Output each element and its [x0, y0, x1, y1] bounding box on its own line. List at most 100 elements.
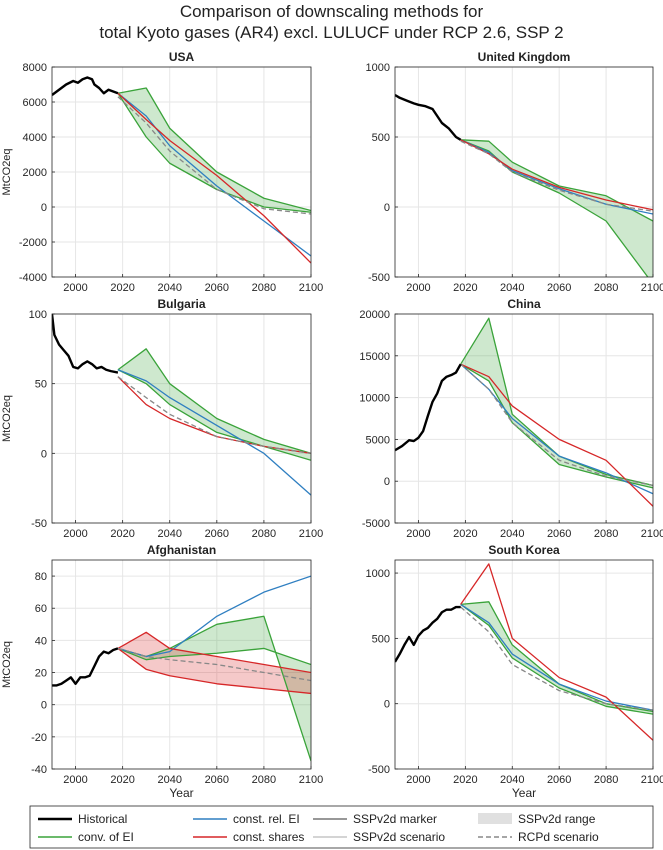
- afghanistan-ylabel: MtCO2eq: [1, 641, 13, 688]
- usa-series-const-rel-ei: [117, 92, 311, 257]
- usa-ytick-label: 2000: [23, 167, 47, 179]
- afghanistan-xtick-label: 2080: [252, 774, 276, 786]
- afghanistan-series-rcpd-scenario: [117, 647, 311, 682]
- afghanistan-ytick-label: 40: [35, 635, 47, 647]
- united-kingdom-series-conv-of-ei: [460, 139, 649, 277]
- united-kingdom-panel: 2000 2020 2040 2060 2080 2100 -500 0 500 1000 Unit…: [366, 50, 663, 294]
- legend-item-historical: Historical: [38, 812, 127, 826]
- bulgaria-plot: [52, 314, 311, 496]
- usa-xtick-label: 2040: [157, 282, 181, 294]
- united-kingdom-ytick-label: 1000: [366, 62, 390, 74]
- legend-item-rcpd-scenario: RCPd scenario: [478, 830, 599, 844]
- south-korea-ytick-label: 1000: [366, 568, 390, 580]
- china-xtick-label: 2020: [453, 528, 477, 540]
- united-kingdom-series-conv-of-ei: [460, 139, 653, 222]
- china-panel: 2000 2020 2040 2060 2080 2100 -5000 0 5000 10000 1…: [359, 297, 663, 540]
- china-ytick-label: -5000: [362, 518, 390, 530]
- united-kingdom-frame: [394, 66, 654, 278]
- china-series-conv-of-ei: [460, 363, 653, 489]
- afghanistan-title: Afghanistan: [147, 543, 216, 557]
- china-frame: [394, 313, 654, 524]
- usa-ytick-label: 6000: [23, 97, 47, 109]
- south-korea-xtick-label: 2080: [594, 774, 618, 786]
- usa-xtick-label: 2020: [110, 282, 134, 294]
- usa-range-conv-of-ei: [117, 88, 311, 213]
- south-korea-title: South Korea: [488, 543, 560, 557]
- china-series-const-rel-ei: [460, 363, 653, 495]
- china-range-conv-of-ei: [460, 318, 653, 488]
- china-ytick-label: 5000: [366, 434, 390, 446]
- figure-title-line-2: total Kyoto gases (AR4) excl. LULUCF und…: [99, 23, 564, 42]
- united-kingdom-range-conv-of-ei: [460, 139, 653, 277]
- united-kingdom-xtick-label: 2020: [453, 282, 477, 294]
- legend: Historical conv. of EI const. rel. EI const…: [29, 805, 654, 849]
- china-ytick-label: 10000: [359, 393, 390, 405]
- south-korea-xlabel: Year: [512, 786, 536, 800]
- legend-label: Historical: [78, 812, 127, 826]
- bulgaria-frame: [51, 313, 312, 524]
- bulgaria-ytick-label: 0: [41, 448, 47, 460]
- south-korea-xtick-label: 2000: [406, 774, 430, 786]
- legend-label: conv. of EI: [78, 830, 134, 844]
- usa-xtick-label: 2060: [205, 282, 229, 294]
- afghanistan-xlabel: Year: [169, 786, 193, 800]
- legend-item-const-shares: const. shares: [193, 830, 304, 844]
- usa-plot: [52, 76, 311, 264]
- united-kingdom-series-rcpd-scenario: [460, 140, 653, 212]
- bulgaria-xtick-label: 2020: [110, 528, 134, 540]
- bulgaria-ytick-label: 50: [35, 379, 47, 391]
- united-kingdom-ytick-label: 0: [384, 202, 390, 214]
- united-kingdom-xtick-label: 2000: [406, 282, 430, 294]
- south-korea-series-conv-of-ei: [460, 603, 653, 715]
- china-xtick-label: 2100: [641, 528, 663, 540]
- south-korea-series-const-rel-ei: [460, 603, 653, 711]
- united-kingdom-xtick-label: 2060: [547, 282, 571, 294]
- south-korea-ytick-label: 500: [372, 633, 390, 645]
- afghanistan-plot: [52, 575, 311, 762]
- legend-label: SSPv2d range: [518, 812, 596, 826]
- bulgaria-series-conv-of-ei: [117, 348, 311, 454]
- china-xtick-label: 2000: [406, 528, 430, 540]
- united-kingdom-ytick-label: 500: [372, 132, 390, 144]
- legend-item-sspv2d-range: SSPv2d range: [478, 812, 596, 826]
- afghanistan-xtick-label: 2000: [63, 774, 87, 786]
- bulgaria-series-rcpd-scenario: [117, 376, 311, 454]
- bulgaria-xtick-label: 2040: [157, 528, 181, 540]
- legend-box: [29, 805, 654, 849]
- china-title: China: [507, 297, 541, 311]
- usa-ylabel: MtCO2eq: [1, 148, 13, 195]
- south-korea-series-const-shares: [460, 563, 653, 741]
- figure-title-line-1: Comparison of downscaling methods for: [179, 2, 484, 21]
- usa-series-conv-of-ei: [117, 87, 311, 212]
- bulgaria-xtick-label: 2080: [252, 528, 276, 540]
- legend-label: const. rel. EI: [233, 812, 300, 826]
- afghanistan-series-const-shares: [117, 631, 311, 674]
- china-plot: [395, 317, 653, 507]
- usa-ytick-label: 8000: [23, 62, 47, 74]
- bulgaria-series-conv-of-ei: [117, 369, 311, 461]
- china-xtick-label: 2040: [500, 528, 524, 540]
- usa-ytick-label: -4000: [19, 272, 47, 284]
- legend-label: const. shares: [233, 830, 304, 844]
- afghanistan-ytick-label: 0: [41, 700, 47, 712]
- south-korea-xtick-label: 2100: [641, 774, 663, 786]
- china-xtick-label: 2080: [594, 528, 618, 540]
- usa-ytick-label: 4000: [23, 132, 47, 144]
- usa-series-conv-of-ei: [117, 92, 311, 213]
- legend-label: RCPd scenario: [518, 830, 599, 844]
- usa-panel: 2000 2020 2040 2060 2080 2100 -4000 -2000 0 2000 4…: [1, 50, 323, 294]
- afghanistan-historical-line: [52, 647, 119, 687]
- bulgaria-series-const-shares: [117, 376, 311, 454]
- afghanistan-ytick-label: 60: [35, 603, 47, 615]
- usa-series-const-shares: [117, 92, 311, 264]
- bulgaria-title: Bulgaria: [157, 297, 205, 311]
- south-korea-ytick-label: 0: [384, 699, 390, 711]
- south-korea-ytick-label: -500: [368, 764, 390, 776]
- south-korea-xtick-label: 2020: [453, 774, 477, 786]
- china-ytick-label: 15000: [359, 351, 390, 363]
- united-kingdom-xtick-label: 2040: [500, 282, 524, 294]
- afghanistan-xtick-label: 2100: [299, 774, 323, 786]
- china-ytick-label: 20000: [359, 309, 390, 321]
- united-kingdom-ytick-label: -500: [368, 272, 390, 284]
